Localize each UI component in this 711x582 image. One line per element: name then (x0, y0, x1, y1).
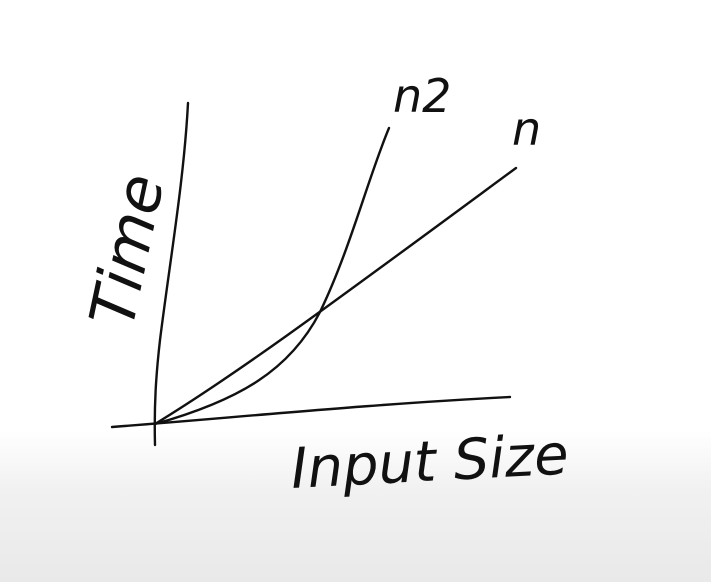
x-axis (110, 395, 512, 429)
curve-label-n: n (512, 102, 541, 156)
linear-curve-n (153, 166, 518, 426)
curve-label-n2: n2 (393, 69, 451, 123)
y-axis (153, 101, 190, 447)
quadratic-curve-n2 (153, 126, 391, 426)
x-axis-label: Input Size (289, 423, 570, 502)
